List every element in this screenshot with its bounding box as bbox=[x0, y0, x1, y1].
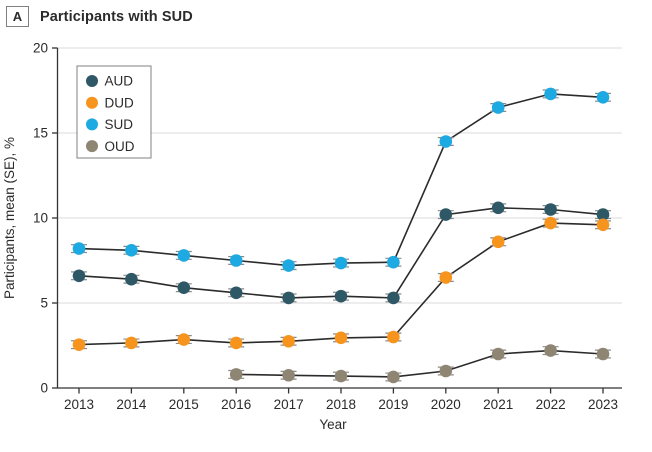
data-point-SUD-2017 bbox=[282, 259, 295, 272]
data-point-DUD-2015 bbox=[177, 333, 191, 346]
data-point-AUD-2017 bbox=[282, 291, 295, 305]
data-point-AUD-2014 bbox=[125, 272, 138, 286]
data-point-OUD-2023 bbox=[596, 347, 610, 361]
data-point-AUD-2022 bbox=[544, 203, 557, 216]
x-tick-label: 2018 bbox=[326, 397, 356, 412]
data-point-DUD-2016 bbox=[229, 336, 243, 350]
data-point-OUD-2022 bbox=[544, 344, 557, 357]
y-tick-label: 20 bbox=[33, 41, 48, 56]
x-tick-label: 2017 bbox=[274, 397, 304, 412]
x-tick-label: 2020 bbox=[431, 397, 461, 412]
series-line-SUD bbox=[78, 93, 604, 267]
data-point-DUD-2022 bbox=[544, 216, 557, 230]
data-point-SUD-2015 bbox=[177, 249, 191, 262]
data-point-AUD-2019 bbox=[387, 291, 400, 305]
data-point-DUD-2017 bbox=[282, 334, 295, 348]
data-point-DUD-2021 bbox=[491, 235, 505, 249]
x-tick-label: 2023 bbox=[588, 397, 618, 412]
data-point-OUD-2017 bbox=[282, 368, 295, 382]
series-line-OUD bbox=[236, 349, 604, 378]
data-point-SUD-2022 bbox=[544, 87, 557, 101]
data-point-SUD-2013 bbox=[72, 242, 86, 255]
data-point-DUD-2018 bbox=[334, 331, 348, 345]
data-point-OUD-2019 bbox=[387, 370, 400, 384]
data-point-AUD-2020 bbox=[439, 208, 453, 221]
panel-label: A bbox=[6, 6, 29, 27]
data-point-SUD-2019 bbox=[387, 255, 400, 269]
y-axis-title: Participants, mean (SE), % bbox=[2, 137, 17, 299]
x-tick-label: 2019 bbox=[378, 397, 408, 412]
data-point-DUD-2023 bbox=[596, 218, 610, 232]
data-point-OUD-2020 bbox=[439, 364, 453, 378]
y-tick-label: 10 bbox=[33, 211, 48, 226]
data-point-AUD-2016 bbox=[229, 286, 243, 300]
data-point-SUD-2014 bbox=[125, 244, 138, 257]
x-tick-label: 2016 bbox=[221, 397, 251, 412]
y-tick-label: 15 bbox=[33, 126, 48, 141]
legend-label-AUD: AUD bbox=[105, 74, 134, 89]
legend-marker-DUD bbox=[86, 96, 98, 109]
panel-title: Participants with SUD bbox=[40, 8, 193, 25]
data-point-SUD-2016 bbox=[229, 254, 243, 267]
x-tick-label: 2022 bbox=[536, 397, 566, 412]
data-point-OUD-2018 bbox=[334, 369, 348, 383]
data-point-AUD-2015 bbox=[177, 281, 191, 295]
data-point-AUD-2018 bbox=[334, 289, 348, 303]
legend-label-OUD: OUD bbox=[105, 139, 135, 154]
data-point-DUD-2020 bbox=[439, 271, 453, 284]
x-tick-label: 2021 bbox=[483, 397, 513, 412]
data-point-SUD-2021 bbox=[491, 101, 505, 114]
data-point-SUD-2018 bbox=[334, 256, 348, 270]
x-axis-title: Year bbox=[319, 417, 347, 432]
x-tick-label: 2015 bbox=[169, 397, 199, 412]
legend-label-DUD: DUD bbox=[105, 95, 134, 110]
data-point-SUD-2020 bbox=[439, 135, 453, 148]
x-tick-label: 2013 bbox=[64, 397, 94, 412]
data-point-DUD-2014 bbox=[125, 336, 138, 350]
y-tick-label: 0 bbox=[40, 381, 48, 396]
panel-header: A Participants with SUD bbox=[6, 6, 193, 27]
legend-label-SUD: SUD bbox=[105, 117, 134, 132]
data-point-DUD-2019 bbox=[387, 330, 400, 344]
data-point-AUD-2023 bbox=[596, 208, 610, 221]
data-point-AUD-2021 bbox=[491, 201, 505, 215]
x-tick-label: 2014 bbox=[116, 397, 147, 412]
data-point-OUD-2021 bbox=[491, 347, 505, 361]
data-point-OUD-2016 bbox=[229, 368, 243, 381]
legend-marker-OUD bbox=[86, 140, 98, 153]
data-point-SUD-2023 bbox=[596, 91, 610, 104]
legend-marker-AUD bbox=[86, 75, 98, 87]
data-point-AUD-2013 bbox=[72, 269, 86, 283]
legend-marker-SUD bbox=[86, 118, 98, 131]
data-point-DUD-2013 bbox=[72, 338, 86, 351]
y-tick-label: 5 bbox=[40, 296, 48, 311]
